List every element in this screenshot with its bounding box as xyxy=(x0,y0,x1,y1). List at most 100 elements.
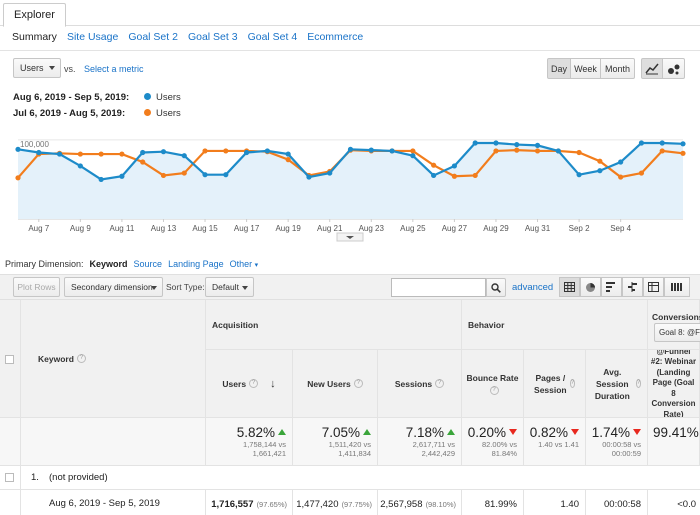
pivot-view-button[interactable] xyxy=(643,277,664,297)
totals-pages-value: 0.82% xyxy=(529,425,568,440)
motion-chart-button[interactable] xyxy=(663,58,685,79)
subnav-summary[interactable]: Summary xyxy=(12,31,57,43)
totals-avg-session-cell: 1.74% 00:00:58 vs 00:00:59 xyxy=(586,418,648,466)
dimension-keyword[interactable]: Keyword xyxy=(89,259,128,269)
subrow-sessions-pct: (98.10%) xyxy=(425,500,456,509)
subrow-new-users: 1,477,420 xyxy=(296,499,339,510)
subnav-goal-set-2[interactable]: Goal Set 2 xyxy=(128,31,178,43)
pie-view-button[interactable] xyxy=(580,277,601,297)
totals-pages-sub: 1.40 vs 1.41 xyxy=(538,440,579,449)
metric-select[interactable]: Users xyxy=(13,58,61,78)
secondary-dimension-select[interactable]: Secondary dimension xyxy=(64,277,163,297)
data-point-current xyxy=(327,170,333,176)
subnav-goal-set-4[interactable]: Goal Set 4 xyxy=(247,31,298,43)
table-view-button[interactable] xyxy=(559,277,580,297)
data-point-previous xyxy=(285,157,291,163)
keyword-column-header[interactable]: Keyword? xyxy=(21,300,206,418)
comparison-view-button[interactable] xyxy=(622,277,643,297)
search-button[interactable] xyxy=(486,278,506,297)
column-chooser-button[interactable] xyxy=(664,277,690,297)
divider xyxy=(0,50,700,51)
row-checkbox[interactable] xyxy=(5,473,14,482)
subnav-ecommerce[interactable]: Ecommerce xyxy=(307,31,364,43)
new-users-column-header[interactable]: New Users? xyxy=(293,350,378,418)
subrow-bounce: 81.99% xyxy=(484,499,517,510)
acquisition-group-header: Acquisition xyxy=(206,300,462,350)
y-tick-label: 100,000 xyxy=(20,140,49,149)
chevron-down-icon: ▾ xyxy=(254,262,259,269)
sort-type-value: Default xyxy=(212,282,239,292)
data-point-current xyxy=(119,173,125,179)
tab-explorer[interactable]: Explorer xyxy=(3,3,66,27)
row-keyword-link[interactable]: (not provided) xyxy=(49,472,108,483)
table-view-icon xyxy=(564,282,575,292)
sessions-column-header[interactable]: Sessions? xyxy=(378,350,462,418)
legend-range-previous: Jul 6, 2019 - Aug 5, 2019: xyxy=(13,108,126,119)
subrow-pages: 1.40 xyxy=(560,499,580,510)
x-tick-label: Aug 9 xyxy=(70,224,91,233)
users-column-header[interactable]: Users? ↓ xyxy=(206,350,293,418)
line-chart-button[interactable] xyxy=(641,58,663,79)
subnav-goal-set-3[interactable]: Goal Set 3 xyxy=(187,31,238,43)
x-tick-label: Aug 27 xyxy=(442,224,468,233)
select-all-checkbox[interactable] xyxy=(5,355,14,364)
data-point-current xyxy=(56,151,63,157)
plot-rows-button[interactable]: Plot Rows xyxy=(13,277,60,297)
data-point-previous xyxy=(597,158,603,164)
subrow-range-cell: Aug 6, 2019 - Sep 5, 2019 xyxy=(21,490,206,515)
month-button[interactable]: Month xyxy=(601,58,635,79)
data-point-previous xyxy=(659,148,665,154)
data-point-current xyxy=(638,140,645,146)
subrow-funnel: <0.0 xyxy=(677,499,696,510)
subrow-new-users-cell: 1,477,420 (97.75%) xyxy=(293,490,378,515)
explorer-subnav: Summary Site Usage Goal Set 2 Goal Set 3… xyxy=(12,31,363,45)
data-point-previous xyxy=(410,148,416,154)
subnav-site-usage[interactable]: Site Usage xyxy=(66,31,119,43)
data-point-current xyxy=(618,159,624,165)
dimension-landing-page[interactable]: Landing Page xyxy=(168,259,224,269)
select-metric-link[interactable]: Select a metric xyxy=(84,64,144,74)
totals-bounce-sub: 82.00% vs xyxy=(481,440,517,449)
x-tick-label: Aug 17 xyxy=(234,224,260,233)
sort-type-select[interactable]: Default xyxy=(205,277,254,297)
legend-swatch-previous xyxy=(144,109,151,116)
column-chooser-icon xyxy=(671,283,682,291)
data-point-previous xyxy=(119,151,125,157)
users-header-label: Users xyxy=(222,378,247,389)
sort-type-label: Sort Type: xyxy=(166,282,205,292)
advanced-filter-link[interactable]: advanced xyxy=(512,282,554,293)
help-icon: ? xyxy=(489,386,499,395)
data-point-current xyxy=(243,149,250,156)
data-point-current xyxy=(181,153,187,159)
x-tick-label: Sep 4 xyxy=(610,224,631,233)
dimension-other[interactable]: Other ▾ xyxy=(230,259,259,271)
goal-select[interactable]: Goal 8: @Fu xyxy=(654,323,700,342)
data-point-current xyxy=(285,151,291,157)
data-point-current xyxy=(597,168,603,174)
data-point-current xyxy=(576,172,582,178)
bounce-rate-column-header[interactable]: Bounce Rate? xyxy=(462,350,524,418)
sort-desc-icon: ↓ xyxy=(270,377,276,390)
week-button[interactable]: Week xyxy=(571,58,601,79)
subrow-sessions: 2,567,958 xyxy=(380,499,423,510)
data-point-previous xyxy=(638,170,645,176)
data-point-previous xyxy=(15,175,21,181)
table-search-input[interactable] xyxy=(391,278,486,297)
totals-avg-session-value: 1.74% xyxy=(591,425,630,440)
pages-session-header-label: Pages / Session xyxy=(534,372,567,395)
pages-session-column-header[interactable]: Pages / Session? xyxy=(524,350,586,418)
trend-up-icon xyxy=(278,429,286,435)
chevron-down-icon xyxy=(49,66,55,70)
help-icon: ? xyxy=(353,379,363,388)
avg-session-column-header[interactable]: Avg. Session Duration? xyxy=(586,350,648,418)
x-tick-label: Aug 13 xyxy=(151,224,177,233)
x-tick-label: Aug 21 xyxy=(317,224,343,233)
bar-view-button[interactable] xyxy=(601,277,622,297)
help-icon: ? xyxy=(76,354,86,363)
data-point-current xyxy=(389,148,395,154)
funnel-column-header[interactable]: @Funnel #2: Webinar (Landing Page (Goal … xyxy=(648,350,700,418)
dimension-source[interactable]: Source xyxy=(133,259,163,269)
day-button[interactable]: Day xyxy=(547,58,571,79)
data-point-current xyxy=(514,141,520,148)
